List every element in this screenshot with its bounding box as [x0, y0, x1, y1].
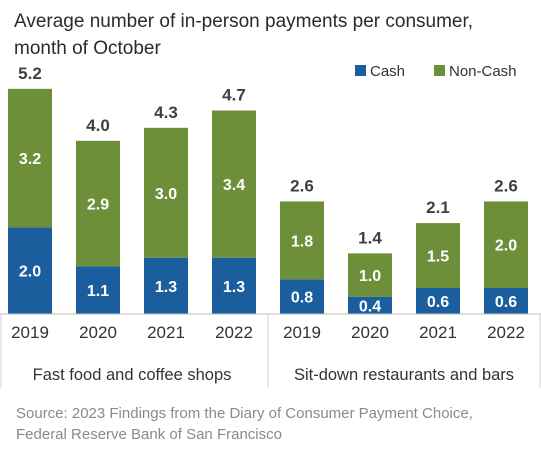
group-label-0: Fast food and coffee shops: [33, 366, 232, 384]
bar-cash-3: [212, 257, 256, 314]
tick-label-2: 2021: [147, 323, 185, 342]
bar-cash-0: [8, 227, 52, 314]
total-label-3: 4.7: [222, 85, 246, 104]
bars-layer: [8, 88, 528, 314]
bar-non-cash-5: [348, 253, 392, 297]
x-axis: 2019 2020 2021 2022 2019 2020 2021 2022 Fast foo…: [0, 313, 541, 388]
total-label-7: 2.6: [494, 176, 518, 195]
data-label-cash-0: 2.0: [19, 264, 41, 281]
data-label-cash-7: 0.6: [495, 294, 517, 311]
bar-cash-1: [76, 266, 120, 314]
bar-cash-4: [280, 279, 324, 314]
bar-cash-6: [416, 288, 460, 314]
bar-non-cash-7: [484, 201, 528, 289]
total-label-0: 5.2: [18, 64, 42, 83]
legend-swatch-non-cash: [434, 65, 445, 76]
data-label-non-cash-1: 2.9: [87, 197, 109, 214]
total-label-2: 4.3: [154, 103, 178, 122]
data-label-non-cash-4: 1.8: [291, 233, 313, 250]
data-label-non-cash-5: 1.0: [359, 268, 381, 285]
data-label-non-cash-6: 1.5: [427, 249, 449, 266]
bar-non-cash-2: [144, 127, 188, 258]
source-note: Source: 2023 Findings from the Diary of …: [16, 405, 473, 443]
bar-cash-5: [348, 296, 392, 314]
total-label-6: 2.1: [426, 198, 450, 217]
data-label-cash-4: 0.8: [291, 290, 313, 307]
tick-label-4: 2019: [283, 323, 321, 342]
tick-label-1: 2020: [79, 323, 117, 342]
bar-non-cash-4: [280, 201, 324, 280]
data-label-non-cash-3: 3.4: [223, 177, 245, 194]
total-label-4: 2.6: [290, 176, 314, 195]
tick-label-7: 2022: [487, 323, 525, 342]
legend-label-non-cash: Non-Cash: [449, 63, 517, 80]
tick-label-3: 2022: [215, 323, 253, 342]
total-label-1: 4.0: [86, 116, 110, 135]
bar-non-cash-0: [8, 88, 52, 228]
data-label-cash-6: 0.6: [427, 294, 449, 311]
labels-layer: 2.0 3.2 5.2 1.1 2.9 4.0 1.3 3.0 4.3 1.3 3.4 4.7 0.8 1…: [18, 64, 518, 316]
legend-label-cash: Cash: [370, 63, 405, 80]
bar-non-cash-3: [212, 110, 256, 258]
legend: Cash Non-Cash: [355, 63, 517, 80]
tick-label-5: 2020: [351, 323, 389, 342]
bar-cash-7: [484, 288, 528, 314]
data-label-cash-2: 1.3: [155, 279, 177, 296]
data-label-non-cash-2: 3.0: [155, 186, 177, 203]
chart-title: Average number of in-person payments per…: [14, 11, 474, 59]
data-label-cash-1: 1.1: [87, 283, 109, 300]
total-label-5: 1.4: [358, 228, 382, 247]
data-label-cash-3: 1.3: [223, 279, 245, 296]
legend-swatch-cash: [355, 65, 366, 76]
data-label-cash-5: 0.4: [359, 298, 381, 315]
bar-cash-2: [144, 257, 188, 314]
data-label-non-cash-0: 3.2: [19, 151, 41, 168]
tick-label-6: 2021: [419, 323, 457, 342]
bar-non-cash-1: [76, 140, 120, 267]
tick-label-0: 2019: [11, 323, 49, 342]
data-label-non-cash-7: 2.0: [495, 238, 517, 255]
bar-non-cash-6: [416, 223, 460, 289]
group-label-1: Sit-down restaurants and bars: [294, 366, 514, 384]
